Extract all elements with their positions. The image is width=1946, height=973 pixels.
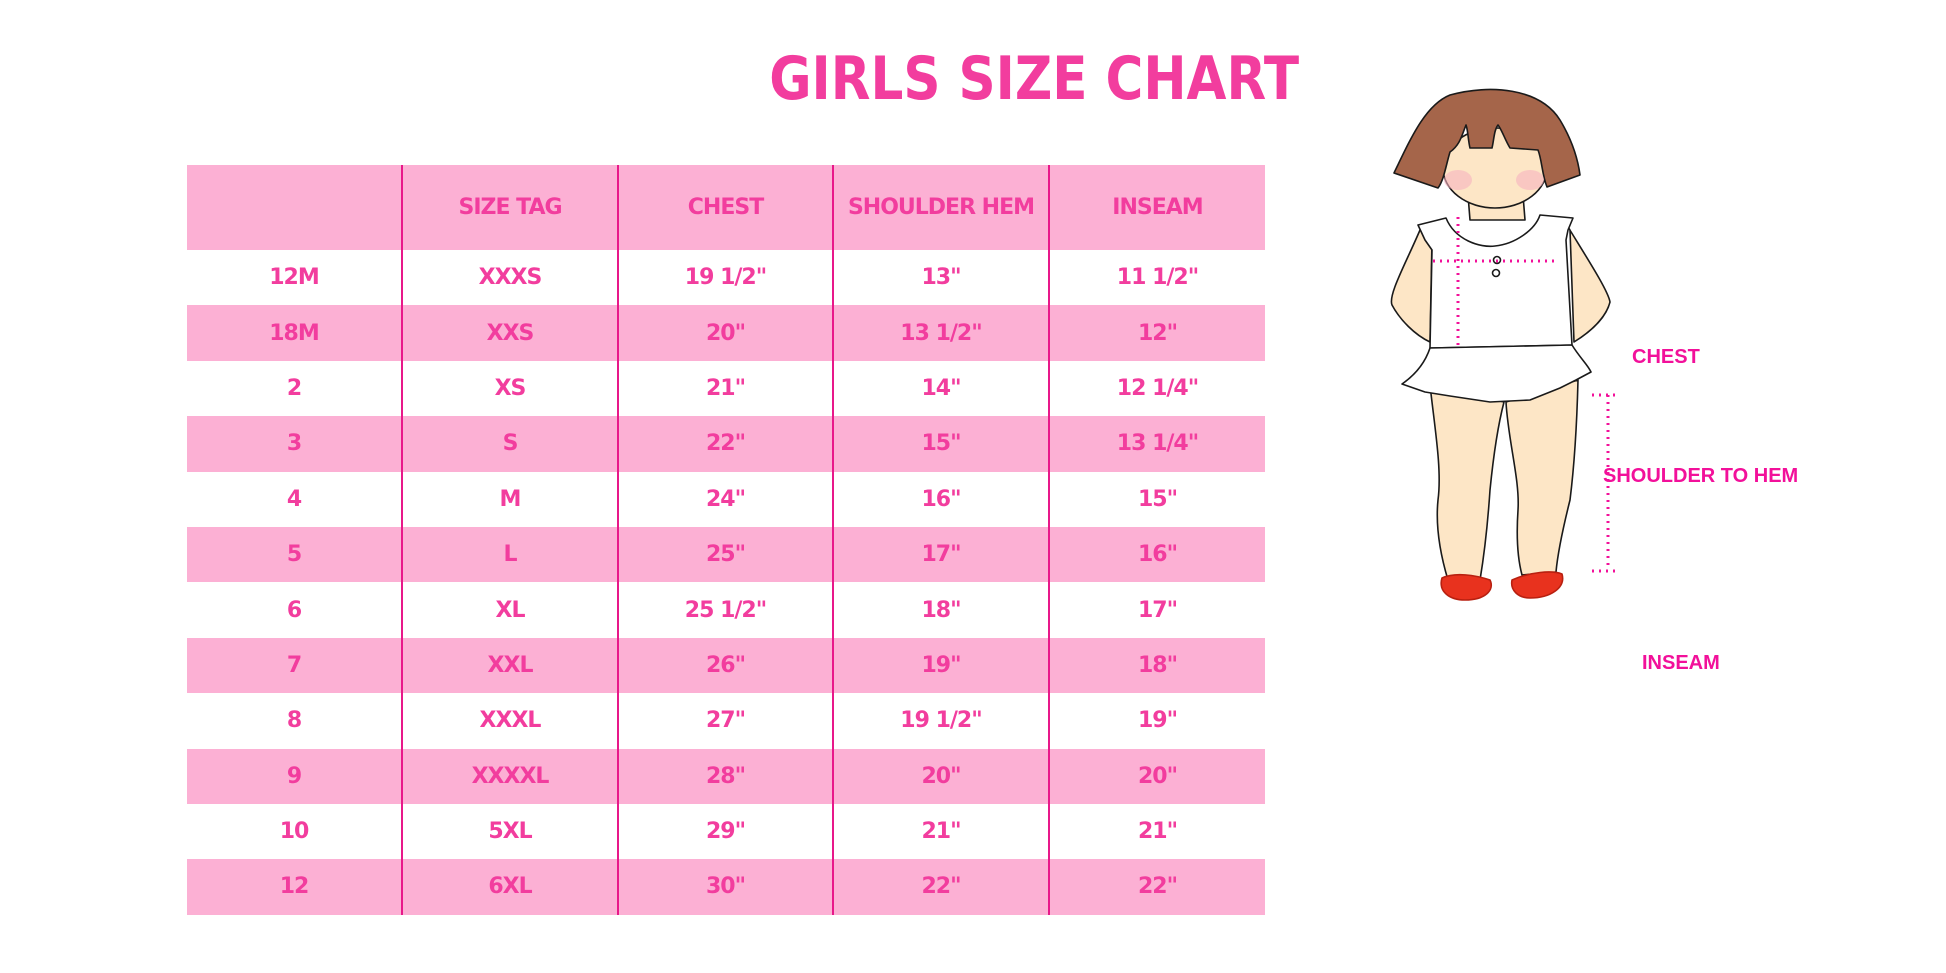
table-row: 6 XL 25 1/2" 18" 17" <box>187 582 1265 638</box>
column-header: SIZE TAG <box>401 165 618 250</box>
left-leg <box>1429 384 1505 581</box>
column-header: CHEST <box>617 165 833 250</box>
table-cell: 9 <box>187 748 402 804</box>
table-cell: S <box>401 416 618 472</box>
table-cell: 8 <box>286 708 302 734</box>
table-cell: 12 1/4" <box>1048 360 1265 417</box>
table-cell: XS <box>401 360 618 417</box>
hair <box>1393 88 1581 189</box>
table-cell: 21" <box>832 803 1049 860</box>
table-cell: 24" <box>617 471 833 527</box>
table-cell: 3 <box>187 416 402 472</box>
table-cell: 13 1/4" <box>1048 416 1265 472</box>
inseam-label: INSEAM <box>1642 652 1720 674</box>
table-cell: M <box>401 471 618 527</box>
table-cell: XXXS <box>401 250 618 306</box>
table-cell: XXS <box>401 305 618 361</box>
shirt <box>1417 214 1574 349</box>
table-cell: 4 <box>286 486 302 512</box>
table-cell: 25 1/2" <box>617 582 833 638</box>
table-row: 3 S 22" 15" 13 1/4" <box>187 416 1265 472</box>
table-row: 5 L 25" 17" 16" <box>187 526 1265 583</box>
girl-measurement-illustration <box>1390 88 1618 601</box>
table-cell: 20" <box>617 305 833 361</box>
table-cell: 27" <box>617 693 833 749</box>
table-cell: 16" <box>832 471 1049 527</box>
table-cell: 18" <box>832 582 1049 638</box>
left-shoe <box>1440 573 1492 601</box>
table-cell: 13" <box>832 250 1049 306</box>
table-row: 18M XXS 20" 13 1/2" 12" <box>187 305 1265 361</box>
table-cell: 15" <box>1048 471 1265 527</box>
right-arm <box>1564 221 1611 343</box>
table-cell: 18M <box>187 305 402 361</box>
table-cell: 29" <box>617 803 833 860</box>
right-shoe <box>1510 571 1564 599</box>
table-cell: 22" <box>617 416 833 472</box>
table-cell: 5 <box>187 526 402 583</box>
table-cell: 21" <box>1048 803 1265 860</box>
chest-label: CHEST <box>1632 346 1700 368</box>
left-arm <box>1390 229 1433 343</box>
table-cell: 5XL <box>401 803 618 860</box>
table-cell: 16" <box>1048 526 1265 583</box>
page-title: GIRLS SIZE CHART <box>769 44 1300 114</box>
shoulder-to-hem-label: SHOULDER TO HEM <box>1603 465 1799 487</box>
table-row: 10 5XL 29" 21" 21" <box>187 803 1265 860</box>
table-cell: 19 1/2" <box>832 693 1049 749</box>
table-cell: XL <box>401 582 618 638</box>
table-cell: 12 <box>187 859 402 915</box>
right-leg <box>1505 379 1579 576</box>
table-header-row: SIZE TAG CHEST SHOULDER HEM INSEAM <box>187 165 1265 250</box>
table-row: 8 XXXL 27" 19 1/2" 19" <box>187 693 1265 749</box>
table-cell: 20" <box>832 748 1049 804</box>
column-header <box>187 165 402 250</box>
table-cell: 14" <box>832 360 1049 417</box>
table-cell: 21" <box>617 360 833 417</box>
table-cell: 2 <box>286 375 302 401</box>
table-cell: 30" <box>617 859 833 915</box>
table-cell: 22" <box>832 859 1049 915</box>
table-row: 4 M 24" 16" 15" <box>187 471 1265 527</box>
table-cell: 17" <box>832 526 1049 583</box>
table-cell: XXL <box>401 637 618 694</box>
table-row: 12M XXXS 19 1/2" 13" 11 1/2" <box>187 250 1265 306</box>
table-cell: 18" <box>1048 637 1265 694</box>
table-cell: 13 1/2" <box>832 305 1049 361</box>
table-cell: 12" <box>1048 305 1265 361</box>
column-header: INSEAM <box>1048 165 1265 250</box>
table-cell: 19" <box>1048 693 1265 749</box>
table-cell: XXXXL <box>401 748 618 804</box>
table-cell: 20" <box>1048 748 1265 804</box>
table-cell: 25" <box>617 526 833 583</box>
table-cell: 15" <box>832 416 1049 472</box>
table-cell: 10 <box>279 819 310 845</box>
table-cell: 11 1/2" <box>1048 250 1265 306</box>
table-row: 12 6XL 30" 22" 22" <box>187 859 1265 915</box>
table-cell: 19" <box>832 637 1049 694</box>
table-cell: XXXL <box>401 693 618 749</box>
column-header: SHOULDER HEM <box>832 165 1049 250</box>
table-cell: 28" <box>617 748 833 804</box>
table-cell: 17" <box>1048 582 1265 638</box>
table-cell: 19 1/2" <box>617 250 833 306</box>
table-cell: 6 <box>286 597 302 623</box>
table-cell: 6XL <box>401 859 618 915</box>
table-row: 7 XXL 26" 19" 18" <box>187 637 1265 694</box>
skirt <box>1401 344 1592 403</box>
table-row: 9 XXXXL 28" 20" 20" <box>187 748 1265 804</box>
size-chart-table: SIZE TAG CHEST SHOULDER HEM INSEAM 12M XXXS 1… <box>187 165 1265 915</box>
table-cell: 12M <box>269 265 320 291</box>
table-row: 2 XS 21" 14" 12 1/4" <box>187 360 1265 417</box>
table-cell: 26" <box>617 637 833 694</box>
table-cell: L <box>401 526 618 583</box>
table-cell: 22" <box>1048 859 1265 915</box>
table-cell: 7 <box>187 637 402 694</box>
